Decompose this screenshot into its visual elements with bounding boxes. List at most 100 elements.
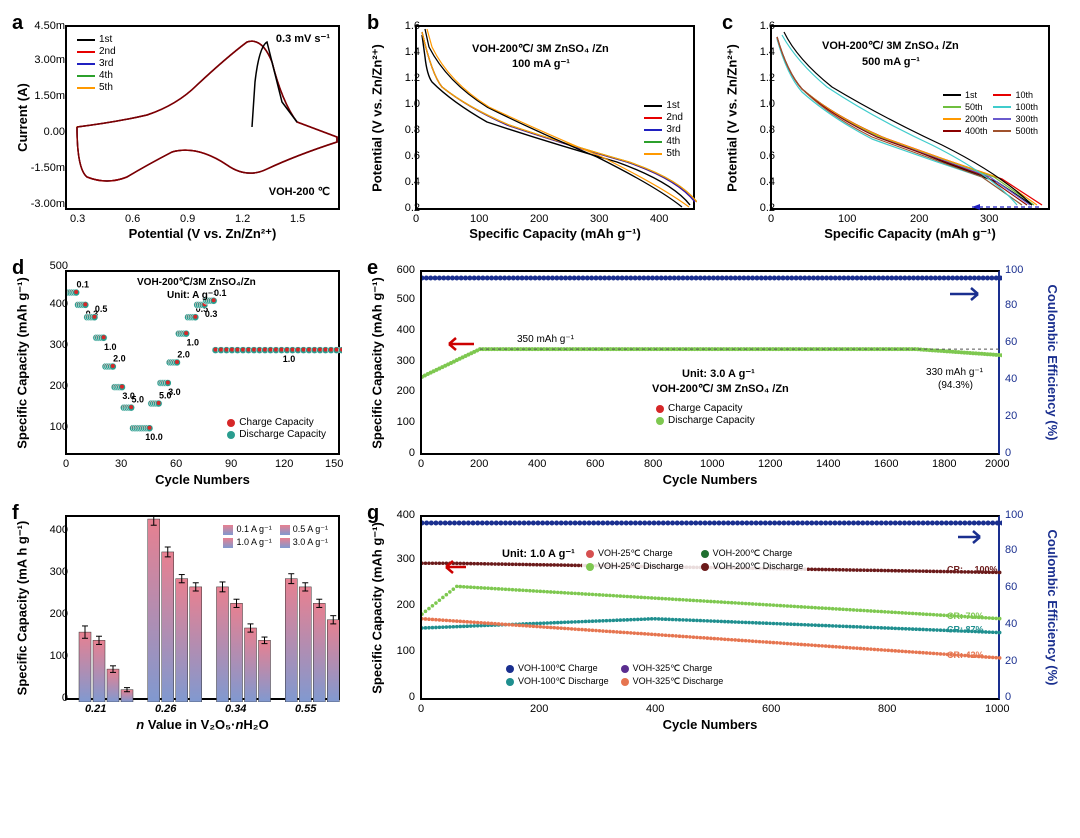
- ytick-f-2: 200: [50, 608, 68, 620]
- xtick-d-4: 120: [275, 458, 293, 470]
- ytick-c-3: 0.8: [760, 124, 775, 136]
- xtick-g-0: 0: [418, 703, 424, 715]
- title-c-1: VOH-200℃/ 3M ZnSO₄ /Zn: [822, 39, 959, 52]
- legend-a: 1st 2nd 3rd 4th 5th: [73, 31, 120, 96]
- ytick-g-2: 200: [397, 599, 415, 611]
- ytick-e-1: 100: [397, 416, 415, 428]
- panel-b: b VOH-200℃/ 3M ZnSO₄ /Zn 100 mA g⁻¹ 1st …: [365, 10, 715, 250]
- ytick-gr-1: 20: [1005, 655, 1017, 667]
- panel-label-g: g: [367, 502, 379, 525]
- ytick-d-3: 400: [50, 298, 68, 310]
- legend-c: 1st 10th 50th 100th 200th 300th 400th 50…: [939, 87, 1042, 139]
- ylabel-g-right: Coulombic Efficiency (%): [1045, 515, 1060, 700]
- xtick-a-1: 0.6: [125, 213, 140, 225]
- legend-b-3: 3rd: [666, 124, 680, 135]
- ytick-gr-4: 80: [1005, 544, 1017, 556]
- ylabel-b: Potential (V vs. Zn/Zn²⁺): [370, 26, 386, 211]
- ytick-e-2: 200: [397, 385, 415, 397]
- legend-g-8: VOH-325℃ Discharge: [633, 676, 724, 687]
- plot-area-f: 0.1 A g⁻¹ 0.5 A g⁻¹ 1.0 A g⁻¹ 3.0 A g⁻¹: [65, 515, 340, 700]
- ytick-b-4: 1.0: [405, 98, 420, 110]
- plot-area-c: VOH-200℃/ 3M ZnSO₄ /Zn 500 mA g⁻¹ 1st 10…: [770, 25, 1050, 210]
- svg-text:10.0: 10.0: [145, 432, 163, 442]
- xtick-e-3: 600: [586, 458, 604, 470]
- panel-label-d: d: [12, 257, 24, 280]
- arrow-right-g-icon: [950, 525, 990, 550]
- xtick-b-0: 0: [413, 213, 419, 225]
- legend-g-3: VOH-100℃ Charge: [518, 663, 598, 674]
- legend-g-top: VOH-25℃ Charge VOH-200℃ Charge VOH-25℃ D…: [582, 545, 807, 575]
- ytick-er-3: 60: [1005, 336, 1017, 348]
- xtick-e-6: 1200: [758, 458, 782, 470]
- panel-c: c VOH-200℃/ 3M ZnSO₄ /Zn 500 mA g⁻¹ 1: [720, 10, 1070, 250]
- xtick-a-4: 1.5: [290, 213, 305, 225]
- ytick-a-5: 4.50m: [34, 20, 65, 32]
- ytick-f-4: 400: [50, 524, 68, 536]
- xtick-c-1: 100: [838, 213, 856, 225]
- svg-text:1.0: 1.0: [104, 342, 117, 352]
- legend-c-5: 200th: [965, 114, 988, 124]
- xtick-g-2: 400: [646, 703, 664, 715]
- legend-c-4: 100th: [1015, 102, 1038, 112]
- panel-e: e 350 mAh g⁻¹ Unit: 3.0 A g⁻¹ VOH-200℃/ …: [365, 255, 1070, 495]
- legend-f-1: 0.1 A g⁻¹: [236, 524, 271, 535]
- xtick-d-3: 90: [225, 458, 237, 470]
- ytick-b-7: 1.6: [405, 20, 420, 32]
- ytick-gr-3: 60: [1005, 581, 1017, 593]
- ytick-f-1: 100: [50, 650, 68, 662]
- legend-g-5: VOH-200℃ Charge: [713, 548, 793, 559]
- ytick-c-5: 1.2: [760, 72, 775, 84]
- ytick-b-6: 1.4: [405, 46, 420, 58]
- xtick-f-2: 0.34: [225, 703, 246, 715]
- xtick-a-0: 0.3: [70, 213, 85, 225]
- ylabel-c: Potential (V vs. Zn/Zn²⁺): [725, 26, 741, 211]
- svg-text:CR: 70%: CR: 70%: [947, 611, 984, 621]
- legend-b-2: 2nd: [666, 112, 683, 123]
- panel-g: g CR: →100%CR: 70%CR: 87%CR: 42% Unit: 1…: [365, 500, 1070, 740]
- ytick-b-0: 0.2: [405, 202, 420, 214]
- plot-area-g: CR: →100%CR: 70%CR: 87%CR: 42% Unit: 1.0…: [420, 515, 1000, 700]
- ytick-g-0: 0: [409, 691, 415, 703]
- legend-c-6: 300th: [1015, 114, 1038, 124]
- legend-f: 0.1 A g⁻¹ 0.5 A g⁻¹ 1.0 A g⁻¹ 3.0 A g⁻¹: [219, 521, 332, 551]
- anno-e-pct: (94.3%): [938, 380, 973, 391]
- svg-text:5.0: 5.0: [132, 395, 145, 405]
- ytick-c-0: 0.2: [760, 202, 775, 214]
- xtick-e-5: 1000: [700, 458, 724, 470]
- ytick-e-5: 500: [397, 293, 415, 305]
- legend-b-1: 1st: [666, 100, 679, 111]
- ytick-c-6: 1.4: [760, 46, 775, 58]
- title-b-1: VOH-200℃/ 3M ZnSO₄ /Zn: [472, 42, 609, 55]
- xtick-e-2: 400: [528, 458, 546, 470]
- legend-d-1: Charge Capacity: [239, 417, 313, 428]
- plot-area-b: VOH-200℃/ 3M ZnSO₄ /Zn 100 mA g⁻¹ 1st 2n…: [415, 25, 695, 210]
- legend-f-4: 3.0 A g⁻¹: [293, 537, 328, 548]
- plot-area-d: 0.10.30.51.02.03.05.010.05.03.02.01.00.5…: [65, 270, 340, 455]
- svg-text:0.5: 0.5: [95, 304, 108, 314]
- xtick-b-3: 300: [590, 213, 608, 225]
- ytick-c-4: 1.0: [760, 98, 775, 110]
- ytick-g-1: 100: [397, 645, 415, 657]
- ytick-a-4: 3.00m: [34, 54, 65, 66]
- ytick-d-0: 100: [50, 421, 68, 433]
- legend-a-2: 2nd: [99, 46, 116, 57]
- ytick-gr-2: 40: [1005, 618, 1017, 630]
- plot-area-e: 350 mAh g⁻¹ Unit: 3.0 A g⁻¹ VOH-200℃/ 3M…: [420, 270, 1000, 455]
- ytick-b-5: 1.2: [405, 72, 420, 84]
- svg-text:2.0: 2.0: [113, 354, 126, 364]
- ytick-f-3: 300: [50, 566, 68, 578]
- ytick-f-0: 0: [62, 692, 68, 704]
- ytick-er-4: 80: [1005, 299, 1017, 311]
- legend-c-7: 400th: [965, 126, 988, 136]
- xtick-a-3: 1.2: [235, 213, 250, 225]
- xlabel-d: Cycle Numbers: [65, 472, 340, 487]
- ytick-gr-0: 0: [1005, 691, 1011, 703]
- panel-label-a: a: [12, 12, 23, 35]
- ylabel-e: Specific Capacity (mAh g⁻¹): [370, 271, 386, 456]
- xlabel-f: n Value in V₂O₅·nH₂O: [65, 717, 340, 732]
- legend-e: Charge Capacity Discharge Capacity: [652, 400, 759, 429]
- legend-g-7: VOH-325℃ Charge: [633, 663, 713, 674]
- anno-e-sample: VOH-200℃/ 3M ZnSO₄ /Zn: [652, 382, 789, 395]
- title-d-1: VOH-200℃/3M ZnSO₄/Zn: [137, 277, 256, 288]
- ytick-b-3: 0.8: [405, 124, 420, 136]
